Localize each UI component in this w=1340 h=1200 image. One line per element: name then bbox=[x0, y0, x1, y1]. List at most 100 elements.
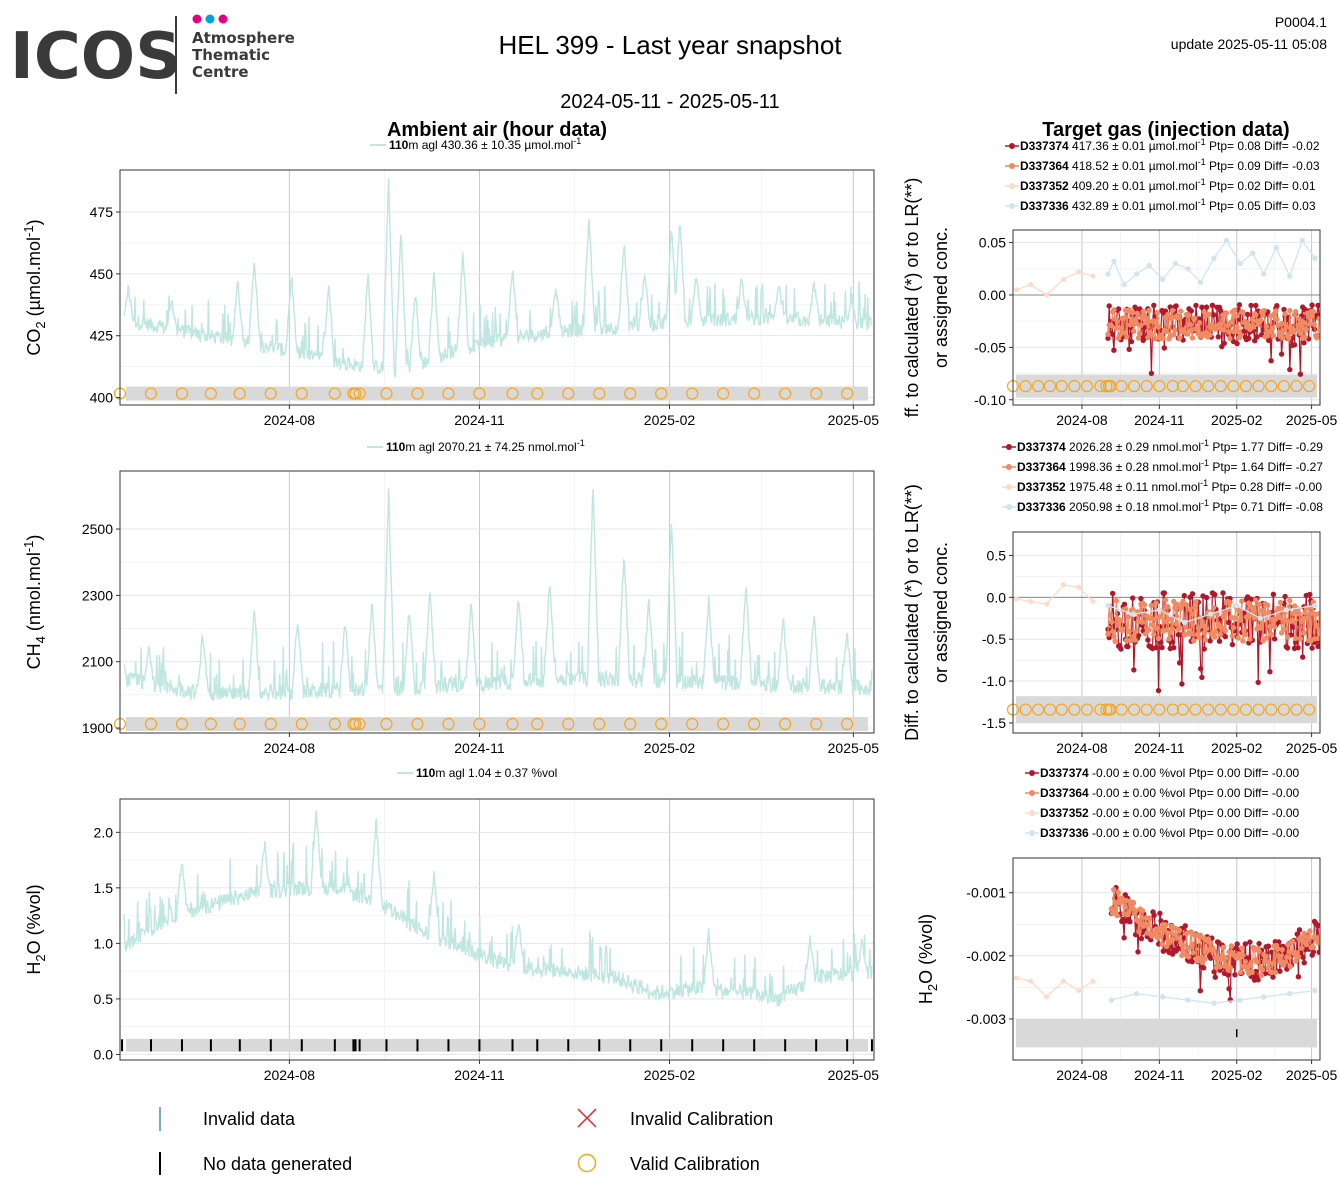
legend-ambient-label: 110m agl 2070.21 ± 74.25 nmol.mol-1 bbox=[386, 438, 585, 454]
series-D337374-point bbox=[1176, 660, 1183, 666]
series-D337364-point bbox=[1190, 950, 1197, 956]
legend-ambient: 110m agl 2070.21 ± 74.25 nmol.mol-1 bbox=[367, 438, 585, 454]
series-D337374-point bbox=[1293, 639, 1299, 645]
series-D337364-point bbox=[1173, 621, 1179, 627]
x-tick-label: 2025-05 bbox=[828, 1067, 880, 1083]
calibration-band bbox=[1016, 374, 1317, 398]
series-D337364-point bbox=[1213, 629, 1219, 635]
series-D337364-point bbox=[1240, 638, 1246, 644]
series-D337364-point bbox=[1111, 307, 1117, 313]
series-D337364-point bbox=[1169, 307, 1176, 314]
invalid-data-label: Invalid data bbox=[203, 1109, 296, 1129]
series-D337364-point bbox=[1159, 941, 1165, 947]
y-axis-label: CH4 (nmol.mol-1) bbox=[21, 535, 48, 670]
series-D337364-point bbox=[1125, 614, 1131, 620]
legend-label-D337364: D337364 -0.00 ± 0.00 %vol Ptp= 0.00 Diff… bbox=[1040, 786, 1300, 800]
valid-calibration-marker bbox=[1227, 380, 1240, 393]
series-D337374-point bbox=[1301, 340, 1307, 346]
series-D337364-point bbox=[1138, 322, 1144, 328]
series-D337364-point bbox=[1175, 314, 1182, 321]
valid-calibration-marker bbox=[264, 387, 277, 400]
series-D337364-point bbox=[1289, 325, 1295, 331]
legend-point-D337336 bbox=[1006, 504, 1012, 510]
valid-calibration-marker bbox=[748, 387, 761, 400]
series-D337374-point bbox=[1267, 669, 1273, 675]
series-D337352-point bbox=[1013, 975, 1019, 981]
series-D337374-point bbox=[1212, 591, 1218, 598]
calibration-band bbox=[126, 386, 868, 401]
plot-area bbox=[123, 177, 873, 401]
x-tick-label: 2024-11 bbox=[1134, 740, 1185, 756]
series-D337364-point bbox=[1147, 615, 1154, 622]
valid-calibration-marker bbox=[1277, 380, 1290, 393]
legend-ambient-label: 110m agl 1.04 ± 0.37 %vol bbox=[416, 766, 557, 780]
series-D337364-point bbox=[1183, 930, 1190, 937]
series-D337364-point bbox=[1201, 935, 1207, 941]
series-D337364-point bbox=[1287, 307, 1293, 314]
series-D337374-point bbox=[1307, 591, 1313, 598]
valid-calibration-marker bbox=[1080, 380, 1094, 393]
series-D337336-point bbox=[1312, 255, 1318, 261]
series-D337364-point bbox=[1260, 312, 1266, 318]
series-D337364-point bbox=[1253, 597, 1259, 603]
series-D337374-point bbox=[1182, 923, 1189, 929]
series-D337364-point bbox=[1158, 933, 1164, 939]
series-D337364-point bbox=[1250, 605, 1257, 611]
series-D337336-point bbox=[1185, 997, 1191, 1003]
valid-calibration-marker bbox=[1214, 380, 1227, 393]
series-D337364-point bbox=[1315, 939, 1320, 946]
series-D337364-point bbox=[1134, 310, 1141, 316]
series-D337364-point bbox=[1310, 944, 1317, 951]
series-D337336-point bbox=[1133, 271, 1140, 277]
valid-calibration-marker bbox=[1290, 380, 1303, 393]
valid-calibration-marker bbox=[1239, 380, 1253, 393]
chart-h2o_target: -0.003 -0.002 -0.001 2024-08 2024-11 2025-02 2… bbox=[916, 766, 1337, 1083]
series-D337364-point bbox=[1146, 915, 1153, 922]
series-D337374-point bbox=[1196, 316, 1203, 322]
series-D337364-point bbox=[1157, 925, 1163, 932]
series-D337352-point bbox=[1028, 281, 1034, 287]
series-D337374-point bbox=[1234, 941, 1240, 947]
valid-calibration-marker bbox=[1252, 703, 1265, 716]
valid-calibration-marker bbox=[1166, 380, 1179, 393]
series-D337364-point bbox=[1278, 320, 1285, 327]
y-tick-label: 2500 bbox=[82, 521, 113, 537]
series-D337336-line bbox=[1107, 239, 1316, 286]
series-D337364-point bbox=[1176, 624, 1183, 631]
series-D337374-point bbox=[1300, 954, 1306, 960]
x-tick-label: 2024-08 bbox=[264, 1067, 316, 1083]
series-D337364-point bbox=[1115, 889, 1122, 896]
series-D337364-point bbox=[1168, 315, 1175, 321]
series-D337364-point bbox=[1248, 960, 1254, 966]
y-tick-label: 1.0 bbox=[94, 935, 114, 951]
y-tick-label: -1.5 bbox=[982, 715, 1006, 731]
section-title-ambient: Ambient air (hour data) bbox=[387, 119, 607, 141]
series-D337374-point bbox=[1125, 643, 1131, 650]
series-D337374-point bbox=[1236, 302, 1243, 308]
icos-logo: ICOS Atmosphere Thematic Centre bbox=[10, 14, 295, 94]
valid-calibration-marker bbox=[1080, 703, 1094, 716]
series-D337364-point bbox=[1287, 963, 1294, 970]
series-D337374-point bbox=[1252, 338, 1258, 344]
series-D337364-point bbox=[1295, 322, 1301, 328]
series-D337364-point bbox=[1217, 964, 1223, 970]
series-D337374-point bbox=[1248, 302, 1254, 309]
series-D337374-point bbox=[1135, 632, 1142, 639]
series-D337374-point bbox=[1217, 307, 1224, 314]
logo-dot-icon bbox=[205, 14, 215, 24]
series-D337374-point bbox=[1151, 912, 1157, 918]
series-D337364-point bbox=[1107, 612, 1114, 619]
series-D337374-point bbox=[1270, 591, 1277, 597]
series-D337364-point bbox=[1237, 332, 1244, 338]
y-tick-label: -0.001 bbox=[966, 885, 1006, 901]
series-D337364-point bbox=[1124, 334, 1130, 340]
series-D337374-point bbox=[1207, 638, 1213, 644]
legend-label-D337352: D337352 409.20 ± 0.01 µmol.mol-1 Ptp= 0.… bbox=[1020, 177, 1316, 193]
series-D337336-point bbox=[1257, 615, 1263, 621]
series-D337364-point bbox=[1276, 953, 1282, 959]
series-D337364-point bbox=[1261, 610, 1267, 616]
ambient-series-line bbox=[123, 488, 873, 702]
valid-calibration-marker bbox=[144, 387, 158, 400]
series-D337374-point bbox=[1278, 351, 1285, 357]
series-D337352-point bbox=[1090, 599, 1096, 605]
